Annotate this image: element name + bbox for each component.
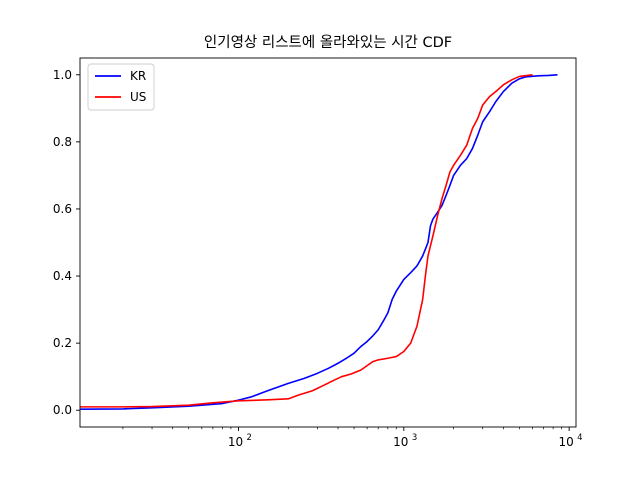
legend-label-us: US xyxy=(130,90,146,104)
x-tick-label: 10 xyxy=(228,435,243,449)
x-tick-label: 10 xyxy=(393,435,408,449)
x-tick-exponent: 3 xyxy=(412,433,417,443)
chart-title: 인기영상 리스트에 올라와있는 시간 CDF xyxy=(204,34,452,51)
y-tick-label: 0.2 xyxy=(53,336,72,350)
y-tick-label: 0.6 xyxy=(53,202,72,216)
series-line-us xyxy=(80,73,533,408)
axes: 0.00.20.40.60.81.010 2 10 3 10 4 xyxy=(53,57,583,449)
legend-label-kr: KR xyxy=(130,69,146,83)
series-line-kr xyxy=(80,73,558,411)
legend: KR US xyxy=(87,63,155,111)
plot-area xyxy=(80,73,558,411)
y-tick-label: 1.0 xyxy=(53,68,72,82)
y-tick-label: 0.0 xyxy=(53,403,72,417)
axes-frame xyxy=(79,57,577,428)
x-tick-label: 10 xyxy=(559,435,574,449)
x-tick-exponent: 2 xyxy=(246,433,251,443)
y-tick-label: 0.4 xyxy=(53,269,72,283)
x-tick-exponent: 4 xyxy=(577,433,582,443)
y-tick-label: 0.8 xyxy=(53,135,72,149)
